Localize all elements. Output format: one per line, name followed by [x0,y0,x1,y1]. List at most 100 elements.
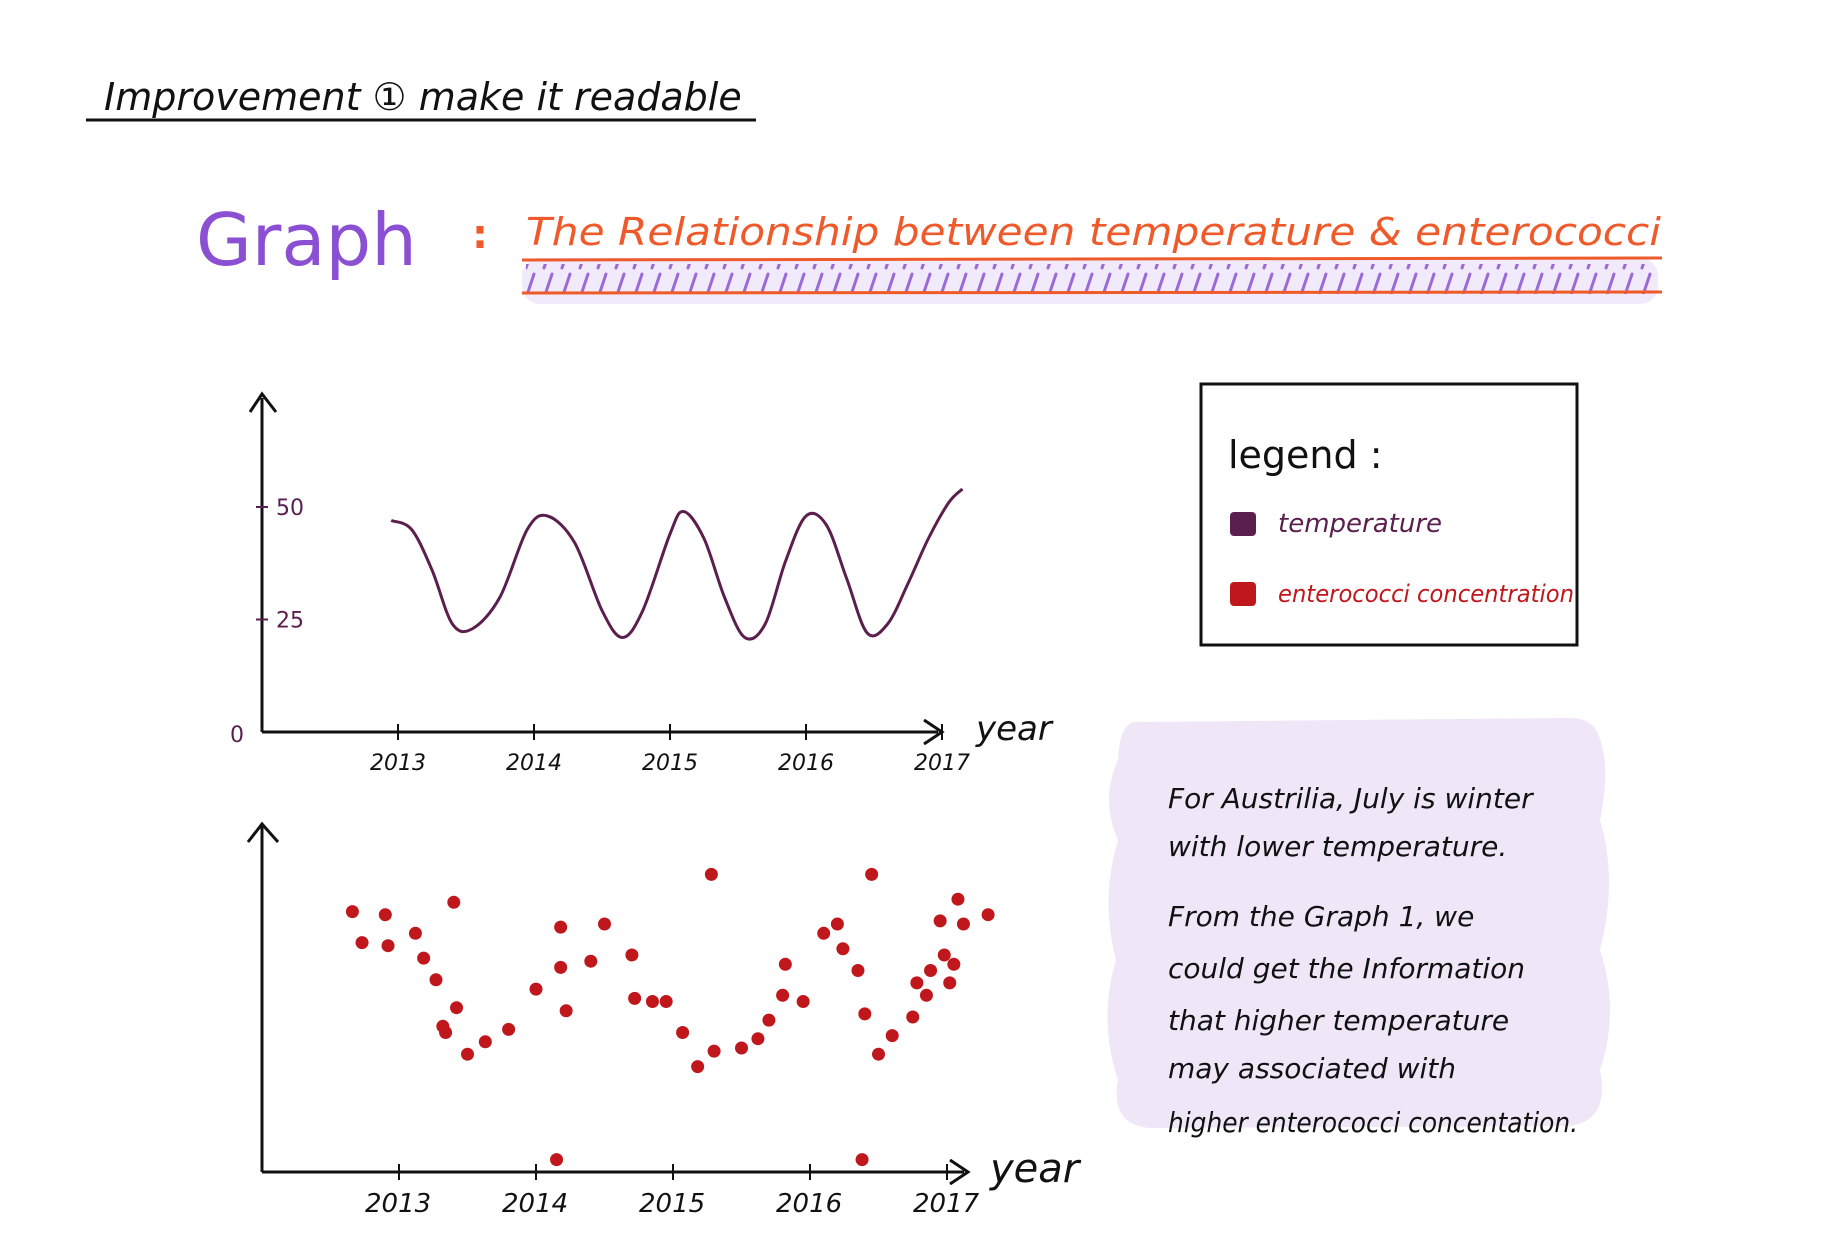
scatter-chart-y-arrow [246,821,280,843]
scatter-chart-x-tick-label: 2013 [365,1189,431,1219]
enterococci-point [933,914,947,928]
scatter-chart-x-tick-label: 2016 [776,1189,842,1219]
note-line: higher enterococci concentation. [1168,1106,1578,1139]
enterococci-point [502,1022,516,1036]
enterococci-point [762,1013,776,1027]
title-colon: : [472,212,488,258]
enterococci-point [381,939,395,953]
note-text: For Austrilia, July is winter with lower … [1168,782,1578,1139]
note-background [1107,717,1610,1128]
enterococci-point [550,1153,564,1167]
enterococci-point [645,995,659,1008]
legend-swatch-enterococci [1230,582,1256,606]
title-hatch [526,264,1658,294]
enterococci-point [345,905,359,919]
enterococci-point [924,964,938,977]
line-chart-x-tick-label: 2014 [506,751,562,776]
legend-label-enterococci: enterococci concentration [1278,580,1574,608]
enterococci-point [851,964,865,977]
graph-word: Graph [196,198,417,282]
enterococci-point [956,917,970,931]
enterococci-point [943,976,957,990]
enterococci-point [778,957,792,971]
scatter-chart-x-label: year [989,1146,1082,1192]
note-line: may associated with [1168,1052,1456,1085]
title-underline-top [521,256,1663,262]
temperature-line [390,487,964,641]
enterococci-point [735,1041,748,1055]
enterococci-point [817,926,831,940]
title-underline-bottom [521,290,1663,295]
enterococci-point [659,995,673,1008]
scatter-chart-x-tick-label: 2015 [639,1189,705,1219]
scatter-chart: year 2013 2014 2015 2016 2017 [246,821,1082,1219]
line-chart-x-label: year [975,709,1054,749]
line-chart-y-tick-label: 0 [230,723,244,748]
enterococci-point [461,1047,474,1061]
enterococci-point [598,917,611,931]
legend-frame [1199,382,1579,647]
enterococci-point [628,991,642,1005]
scatter-chart-x-arrow [949,1158,971,1186]
note-line: could get the Information [1168,952,1525,985]
enterococci-point [919,988,933,1002]
line-chart-x-tick-label: 2015 [642,751,698,776]
enterococci-point [408,926,422,940]
enterococci-point [429,973,443,987]
scatter-chart-x-tick-label: 2017 [913,1189,980,1219]
enterococci-point [910,976,924,990]
enterococci-point [554,920,568,934]
enterococci-point [584,954,598,968]
enterococci-point [355,936,369,950]
enterococci-point [858,1007,872,1021]
enterococci-point [906,1010,920,1024]
line-chart: year 2013 2014 2015 2016 2017 0 25 50 [230,391,1054,776]
enterococci-point [417,951,431,965]
enterococci-point [378,908,392,922]
enterococci-point [872,1047,885,1061]
legend-swatch-temperature [1230,512,1256,536]
enterococci-point [836,942,850,956]
title-text: The Relationship between temperature & e… [526,210,1661,254]
enterococci-point [947,957,961,971]
legend-box: legend : temperature enterococci concent… [1199,382,1579,647]
line-chart-y-arrow [248,391,278,413]
line-chart-x-tick-label: 2017 [914,751,970,776]
enterococci-point [855,1153,869,1167]
enterococci-point [776,988,790,1002]
scatter-chart-ticks: 2013 2014 2015 2016 2017 [365,1164,980,1219]
enterococci-point [707,1044,721,1058]
line-chart-x-tick-label: 2013 [370,751,426,776]
enterococci-point [937,948,951,962]
enterococci-point [951,892,965,906]
enterococci-point [529,982,543,996]
enterococci-point [691,1060,705,1074]
line-chart-y-tick-label: 25 [276,609,304,634]
enterococci-point [554,960,568,974]
header-text: Improvement ① make it readable [104,75,742,119]
note-line: that higher temperature [1168,1004,1509,1037]
enterococci-point [439,1026,453,1039]
note-line: with lower temperature. [1168,830,1507,863]
legend-label-temperature: temperature [1278,509,1442,539]
enterococci-point [865,867,879,881]
enterococci-points [345,867,995,1167]
enterococci-point [751,1032,765,1046]
line-chart-ticks: 2013 2014 2015 2016 2017 0 25 50 [230,496,970,776]
enterococci-point [676,1026,690,1039]
note-line: From the Graph 1, we [1168,900,1474,933]
note-box: For Austrilia, July is winter with lower … [1107,717,1610,1139]
line-chart-x-tick-label: 2016 [778,751,834,776]
enterococci-point [625,948,639,962]
enterococci-point [981,908,995,922]
enterococci-point [447,895,461,909]
legend-heading: legend : [1228,433,1383,477]
scatter-chart-x-tick-label: 2014 [502,1189,568,1219]
enterococci-point [478,1035,492,1049]
note-line: For Austrilia, July is winter [1168,782,1534,815]
enterococci-point [704,867,718,881]
enterococci-point [450,1001,464,1015]
enterococci-point [559,1004,573,1018]
enterococci-point [796,995,810,1008]
